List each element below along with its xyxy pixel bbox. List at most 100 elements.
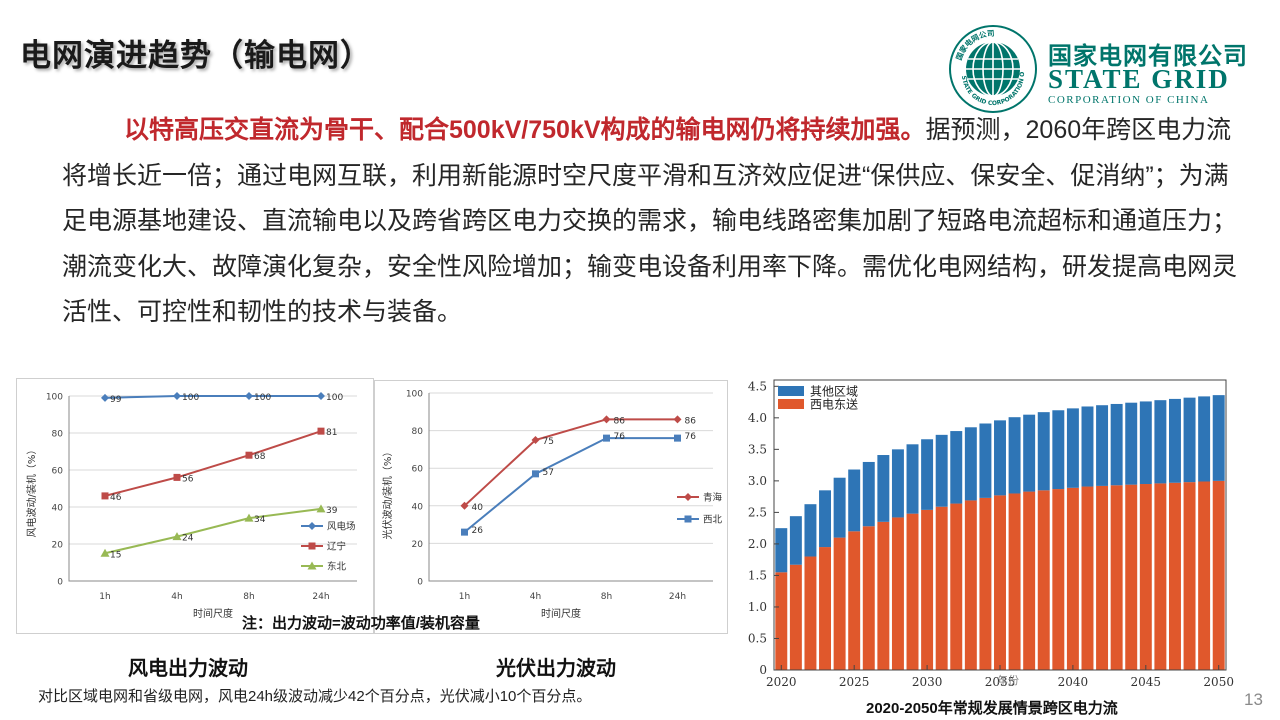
c1-data-label: 15 (110, 550, 121, 560)
c2-y-tick-label: 40 (412, 502, 424, 512)
flow-bar-west-east (1125, 484, 1138, 670)
flow-bar-west-east (979, 497, 992, 670)
c2-data-point (532, 470, 539, 478)
pv-fluctuation-chart: 0 20 40 60 80 100 1h 4h 8h 24h 40 75 86 86 26 57 76 76 青… (381, 390, 723, 621)
flow-bar-west-east (1066, 487, 1079, 670)
c1-data-label: 68 (254, 452, 266, 462)
panel-note: 注：出力波动=波动功率值/装机容量 (242, 615, 480, 632)
c1-data-point (100, 548, 110, 557)
c1-legend-label: 辽宁 (327, 541, 346, 553)
c1-data-point (172, 532, 182, 541)
flow-bar-west-east (1168, 482, 1181, 670)
flow-bar-west-east (950, 503, 963, 670)
c2-axis (428, 393, 713, 582)
flow-bar-other (804, 504, 817, 557)
flow-bar-west-east (862, 526, 875, 670)
flow-bar-other (1096, 405, 1109, 486)
c1-x-tick-label: 24h (312, 592, 329, 602)
flow-bar-other (964, 427, 977, 501)
flow-bar-west-east (1096, 485, 1109, 670)
flow-bar-west-east (906, 513, 919, 670)
flow-bar-west-east (1198, 481, 1211, 670)
flow-legend-swatch (778, 399, 804, 409)
flow-bar-other (891, 449, 904, 518)
c1-series-line-1 (104, 430, 322, 497)
wind-fluctuation-chart: 0 20 40 60 80 100 1h 4h 8h 24h 99 100 100 100 46 56 68 8… (25, 392, 357, 620)
flow-y-tick-label: 2.5 (748, 505, 767, 519)
c2-x-tick-label: 8h (601, 592, 612, 602)
flow-x-tick-label: 2030 (912, 675, 943, 686)
c1-data-point (317, 427, 325, 435)
c1-legend-marker (307, 561, 317, 570)
wind-caption: 风电出力波动 (128, 658, 248, 680)
flow-y-tick-label: 3.0 (748, 474, 767, 488)
flow-y-tick-label: 3.5 (748, 442, 767, 456)
c1-data-label: 34 (254, 515, 266, 525)
c1-series-line-0 (104, 395, 321, 399)
flow-bar-west-east (789, 564, 802, 670)
flow-bar-other (906, 444, 919, 514)
lead-sentence: 以特高压交直流为骨干、配合500kV/750kV构成的输电网仍将持续加强。 (124, 116, 926, 144)
c2-data-point (460, 501, 469, 510)
c2-legend-label: 西北 (703, 515, 723, 526)
logo-name-cn: 国家电网有限公司 (1048, 43, 1248, 70)
pv-chart-panel: 0 20 40 60 80 100 1h 4h 8h 24h 40 75 86 86 26 57 76 76 青… (374, 380, 728, 634)
flow-bar-other (1052, 410, 1065, 490)
c2-data-label: 86 (685, 416, 697, 426)
c2-y-tick-label: 100 (406, 390, 423, 400)
body-text: 据预测，2060年跨区电力流将增长近一倍；通过电网互联，利用新能源时空尺度平滑和… (62, 116, 1238, 326)
flow-bar-other (862, 461, 875, 527)
flow-bar-other (789, 516, 802, 565)
flow-bar-other (833, 477, 846, 538)
flow-bar-other (1008, 417, 1021, 494)
c2-y-tick-label: 80 (412, 427, 424, 437)
c1-data-label: 46 (110, 493, 122, 503)
c1-data-point (245, 392, 253, 400)
page-number: 13 (1244, 690, 1263, 709)
flow-bar-other (848, 469, 861, 532)
flow-bar-other (921, 439, 934, 510)
flow-bar-other (994, 420, 1006, 496)
flow-bar-other (1066, 408, 1079, 488)
flow-bar-other (1212, 395, 1225, 481)
body-paragraph: 以特高压交直流为骨干、配合500kV/750kV构成的输电网仍将持续加强。据预测… (62, 108, 1252, 336)
c2-legend-marker (684, 515, 692, 523)
c2-data-point (674, 434, 681, 442)
flow-bar-west-east (1139, 484, 1152, 670)
flow-bar-west-east (1023, 491, 1036, 670)
c2-legend-label: 青海 (703, 492, 723, 504)
flow-bar-other (935, 434, 948, 507)
c2-y-tick-label: 20 (412, 540, 424, 550)
c2-x-tick-label: 1h (459, 592, 470, 602)
c1-data-point (245, 451, 253, 459)
c2-series-line-0 (463, 418, 678, 507)
footer-note: 对比区域电网和省级电网，风电24h级波动减少42个百分点，光伏减小10个百分点。 (38, 688, 592, 705)
c1-data-label: 100 (182, 393, 199, 403)
flow-bar-west-east (1183, 482, 1196, 670)
c1-data-label: 56 (182, 474, 194, 484)
c1-legend-label: 东北 (327, 561, 347, 573)
c1-legend-marker (308, 522, 316, 530)
flow-bar-other (1198, 396, 1211, 482)
c2-series-line-1 (463, 437, 678, 533)
flow-x-tick-label: 2050 (1203, 675, 1234, 686)
flow-bar-west-east (1037, 490, 1050, 670)
flow-bar-west-east (1081, 486, 1094, 670)
flow-bar-west-east (1110, 485, 1123, 670)
flow-bar-other (1139, 401, 1152, 485)
flow-bar-west-east (819, 547, 832, 670)
pv-y-axis-label: 光伏波动/装机（%） (381, 447, 394, 540)
flow-bar-west-east (804, 556, 817, 670)
flow-x-tick-label: 2045 (1131, 675, 1162, 686)
c2-data-label: 76 (614, 432, 626, 442)
c1-data-label: 81 (326, 428, 337, 438)
flow-x-tick-label: 2040 (1058, 675, 1089, 686)
c1-y-tick-label: 80 (52, 430, 64, 440)
flow-bar-west-east (994, 495, 1006, 670)
flow-bar-other (1168, 398, 1181, 483)
flow-y-tick-label: 2.0 (748, 537, 767, 551)
c1-data-point (316, 504, 326, 513)
wind-y-axis-label: 风电波动/装机（%） (25, 445, 38, 538)
c2-y-tick-label: 60 (412, 465, 424, 475)
wind-x-axis-label: 时间尺度 (193, 607, 233, 620)
